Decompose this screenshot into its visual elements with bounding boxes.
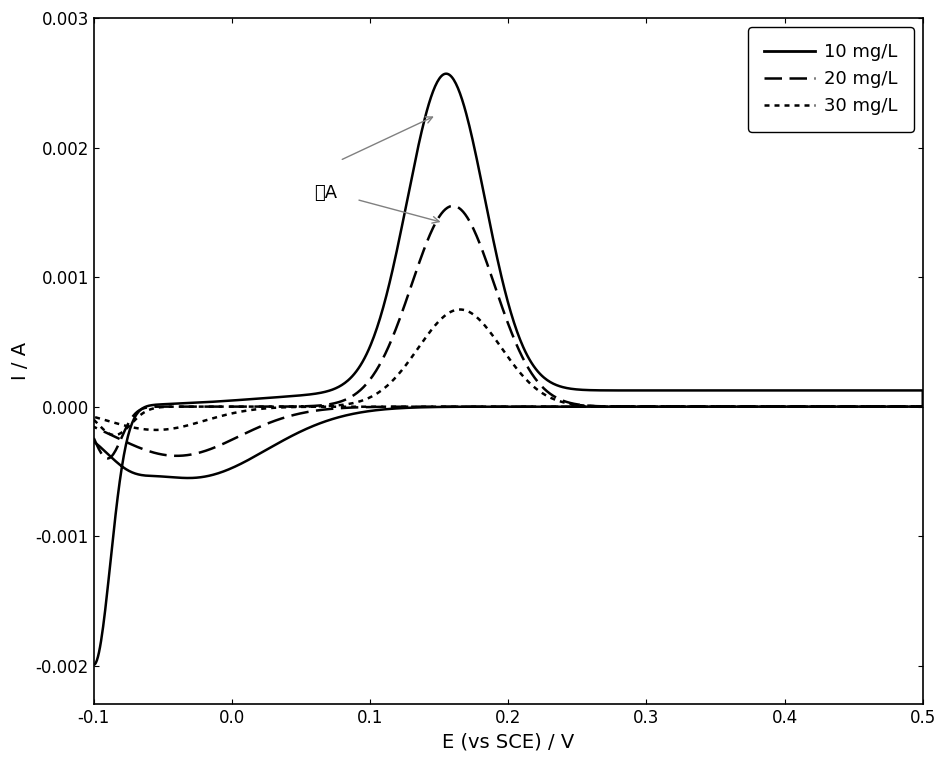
20 mg/L [385,335,397,344]
10 mg/L [119,445,131,454]
Line: 10 mg/L: 10 mg/L [94,74,922,665]
30 mg/L [840,402,851,411]
Text: 峰A: 峰A [314,184,337,202]
30 mg/L [88,412,99,421]
20 mg/L [101,454,113,463]
10 mg/L [88,437,99,446]
30 mg/L [88,415,99,424]
30 mg/L [455,305,466,314]
30 mg/L [109,430,120,439]
20 mg/L [447,201,458,211]
10 mg/L [898,402,909,411]
20 mg/L [88,433,99,443]
20 mg/L [120,423,132,433]
10 mg/L [839,386,850,395]
20 mg/L [601,402,613,411]
30 mg/L [601,402,613,411]
Line: 20 mg/L: 20 mg/L [94,206,922,459]
20 mg/L [840,402,851,411]
30 mg/L [193,418,205,427]
20 mg/L [896,402,907,411]
20 mg/L [88,422,99,431]
10 mg/L [88,660,99,669]
30 mg/L [385,377,397,386]
10 mg/L [602,402,614,411]
30 mg/L [120,424,132,433]
X-axis label: E (vs SCE) / V: E (vs SCE) / V [442,733,575,752]
30 mg/L [896,402,907,411]
20 mg/L [193,449,205,458]
10 mg/L [384,274,396,283]
Y-axis label: I / A: I / A [11,343,30,380]
Line: 30 mg/L: 30 mg/L [94,310,922,435]
Legend: 10 mg/L, 20 mg/L, 30 mg/L: 10 mg/L, 20 mg/L, 30 mg/L [748,27,914,132]
10 mg/L [441,69,453,79]
10 mg/L [194,473,205,482]
